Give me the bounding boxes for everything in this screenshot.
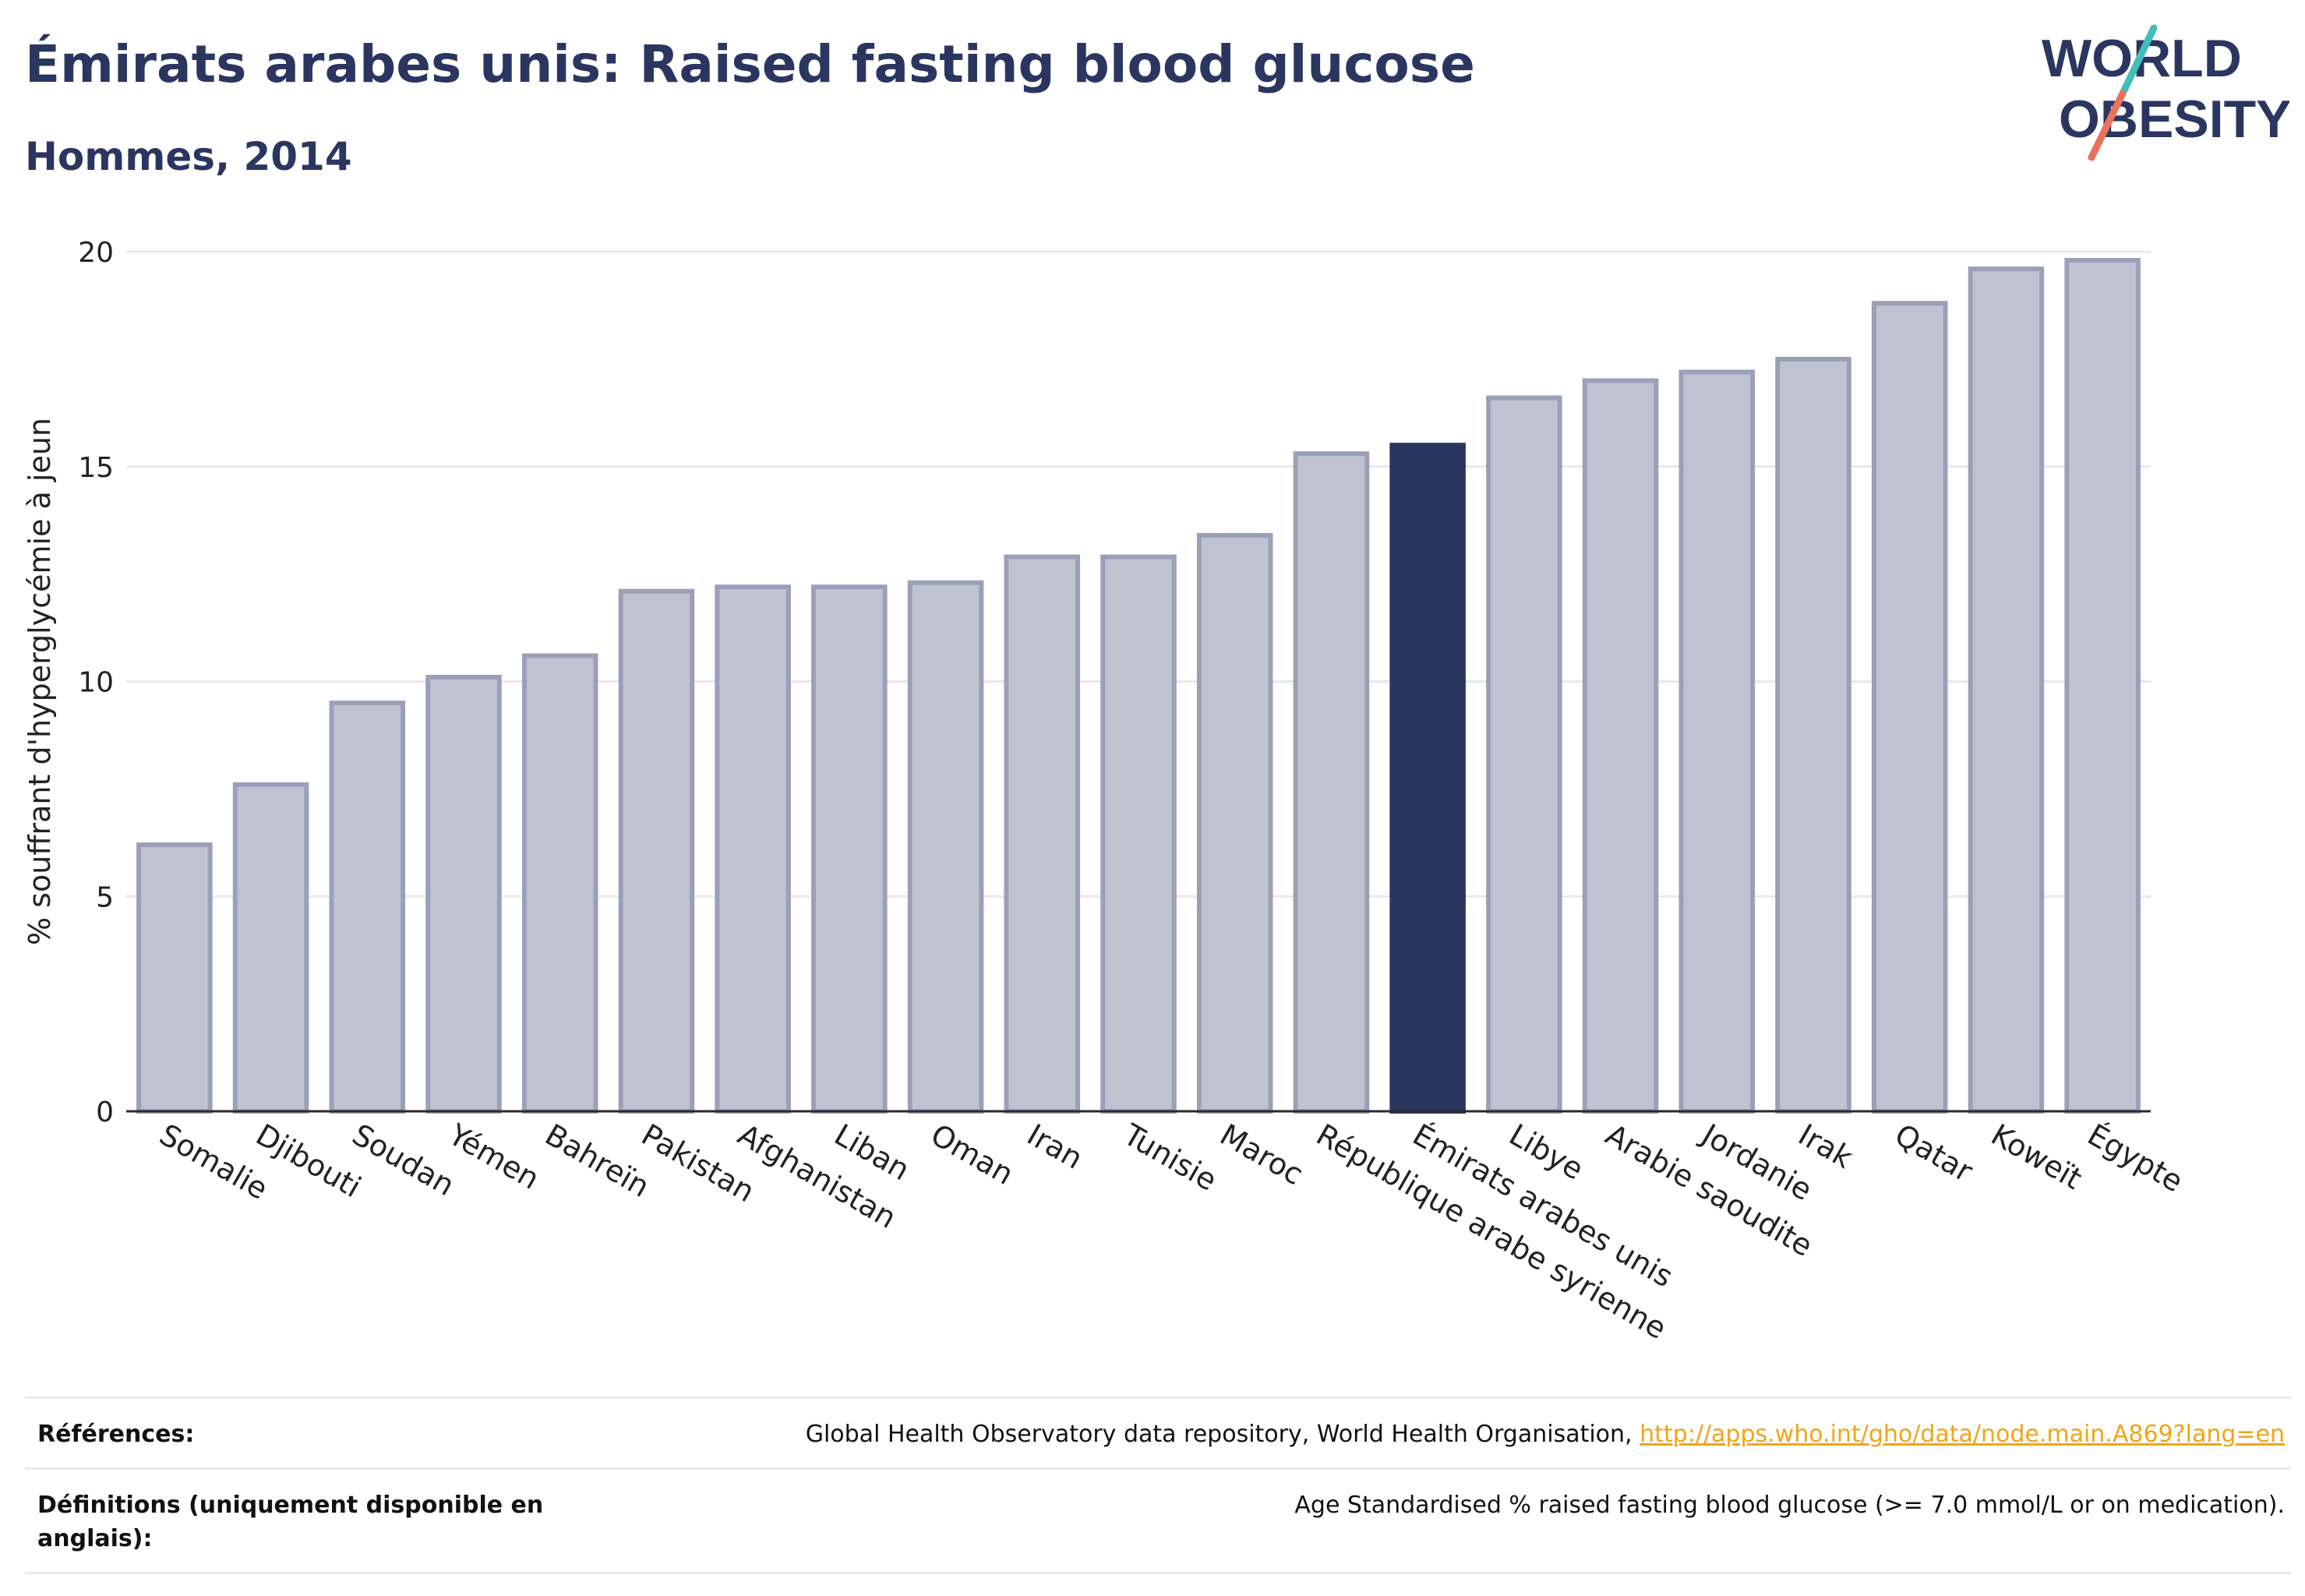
bar xyxy=(1486,395,1562,1114)
bar xyxy=(1196,532,1273,1114)
bar xyxy=(811,584,888,1114)
bar xyxy=(1968,267,2045,1114)
y-tick-label: 0 xyxy=(96,1096,114,1128)
bar xyxy=(1678,369,1756,1114)
bar-chart: 0 5 10 15 20 SomalieDjiboutiSoudanYémenBahre… xyxy=(23,237,2189,1346)
references-text: Global Health Observatory data repositor… xyxy=(805,1421,1633,1448)
y-tick-label: 10 xyxy=(78,667,114,699)
y-tick-label: 20 xyxy=(78,237,114,269)
definitions-label: Définitions (uniquement disponible en an… xyxy=(37,1491,544,1553)
x-tick-label: Bahreïn xyxy=(539,1118,655,1204)
bars xyxy=(136,258,2141,1114)
x-tick-label: Tunisie xyxy=(1117,1117,1223,1198)
x-tick-label: Djibouti xyxy=(250,1118,367,1205)
bar xyxy=(2064,258,2141,1114)
logo-slash-teal xyxy=(2119,24,2158,97)
bar xyxy=(329,701,406,1114)
bar-highlighted xyxy=(1389,443,1466,1114)
x-tick-label: Égypte xyxy=(2082,1118,2189,1199)
references-value: Global Health Observatory data repositor… xyxy=(806,1418,2285,1452)
footer-table: Références: Global Health Observatory da… xyxy=(25,1396,2291,1574)
bar xyxy=(232,782,309,1114)
bar xyxy=(136,842,213,1114)
references-link[interactable]: http://apps.who.int/gho/data/node.main.A… xyxy=(1640,1421,2285,1448)
bar xyxy=(618,588,695,1114)
x-axis-tick-labels: SomalieDjiboutiSoudanYémenBahreïnPakista… xyxy=(154,1117,2188,1346)
bar xyxy=(1582,378,1659,1114)
bar xyxy=(907,580,984,1114)
chart-title: Émirats arabes unis: Raised fasting bloo… xyxy=(25,34,1475,94)
bar xyxy=(425,674,502,1114)
references-row: Références: Global Health Observatory da… xyxy=(25,1396,2291,1467)
x-tick-label: Koweït xyxy=(1986,1118,2088,1196)
bar xyxy=(1004,554,1081,1114)
definitions-value: Age Standardised % raised fasting blood … xyxy=(1294,1491,2285,1519)
chart-subtitle: Hommes, 2014 xyxy=(25,134,352,179)
bar xyxy=(715,584,791,1114)
x-tick-label: Somalie xyxy=(154,1118,274,1206)
x-tick-label: Soudan xyxy=(347,1118,461,1203)
x-tick-label: Maroc xyxy=(1214,1118,1309,1192)
x-tick-label: Iran xyxy=(1022,1118,1089,1176)
world-obesity-logo: WORLD OBESITY xyxy=(2042,24,2289,161)
y-tick-label: 5 xyxy=(96,881,114,913)
y-tick-label: 15 xyxy=(78,452,114,484)
x-tick-label: Qatar xyxy=(1889,1118,1978,1189)
bar xyxy=(1100,554,1177,1114)
references-label: Références: xyxy=(37,1421,195,1448)
bar xyxy=(1293,451,1370,1114)
logo-slash-coral xyxy=(2088,90,2127,161)
x-tick-label: Oman xyxy=(925,1118,1019,1192)
definitions-row: Définitions (uniquement disponible en an… xyxy=(25,1467,2291,1574)
y-axis-label: % souffrant d'hyperglycémie à jeun xyxy=(23,418,57,945)
bar xyxy=(1871,301,1948,1114)
bar xyxy=(521,653,598,1114)
x-tick-label: Irak xyxy=(1793,1118,1858,1175)
x-tick-label: Yémen xyxy=(443,1117,545,1196)
y-axis-ticks: 0 5 10 15 20 xyxy=(78,237,114,1128)
bar xyxy=(1775,356,1851,1114)
